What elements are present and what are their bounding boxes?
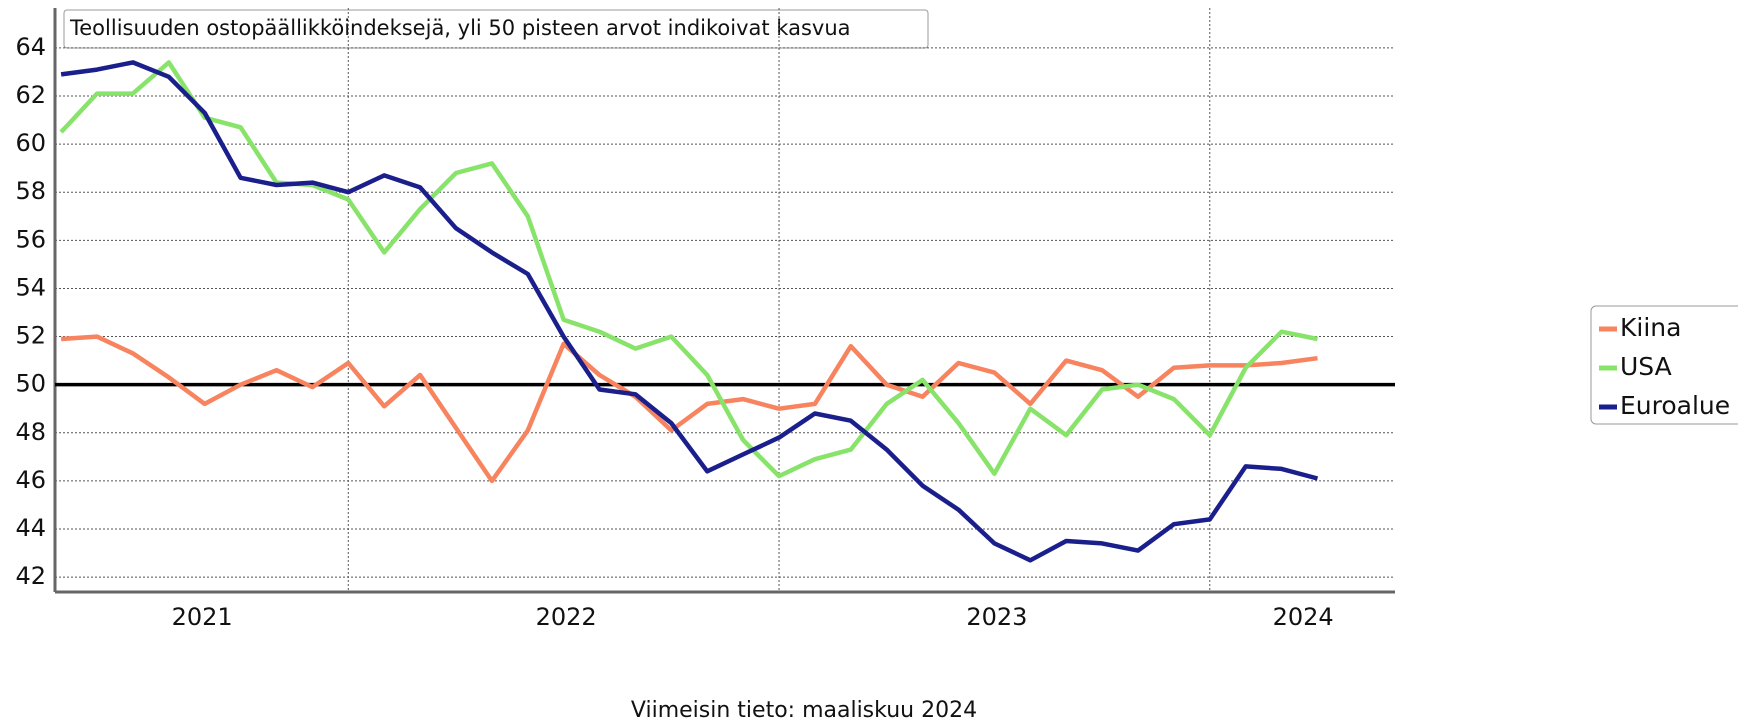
series-line — [60, 60, 1319, 563]
y-tick-label: 44 — [15, 514, 46, 542]
x-tick-label: 2021 — [172, 603, 233, 631]
y-tick-label: 64 — [15, 33, 46, 61]
x-tick-label: 2023 — [966, 603, 1027, 631]
y-tick-label: 54 — [15, 273, 46, 301]
legend-label: USA — [1620, 352, 1672, 381]
footnote: Viimeisin tieto: maaliskuu 2024 — [631, 698, 977, 723]
series-line — [60, 334, 1318, 484]
series-line — [59, 60, 1318, 479]
y-tick-label: 52 — [15, 322, 46, 350]
y-tick-label: 56 — [15, 225, 46, 253]
y-tick-label: 50 — [15, 370, 46, 398]
y-tick-label: 46 — [15, 466, 46, 494]
x-tick-label: 2022 — [536, 603, 597, 631]
legend-label: Euroalue — [1620, 391, 1730, 420]
x-tick-label: 2024 — [1273, 603, 1334, 631]
y-tick-label: 60 — [15, 129, 46, 157]
y-tick-label: 48 — [15, 418, 46, 446]
legend-box — [1590, 305, 1738, 425]
y-tick-label: 62 — [15, 81, 46, 109]
y-tick-label: 58 — [15, 177, 46, 205]
y-tick-label: 42 — [15, 562, 46, 590]
legend-label: Kiina — [1620, 313, 1681, 342]
chart-title: Teollisuuden ostopäällikköindeksejä, yli… — [69, 16, 851, 40]
